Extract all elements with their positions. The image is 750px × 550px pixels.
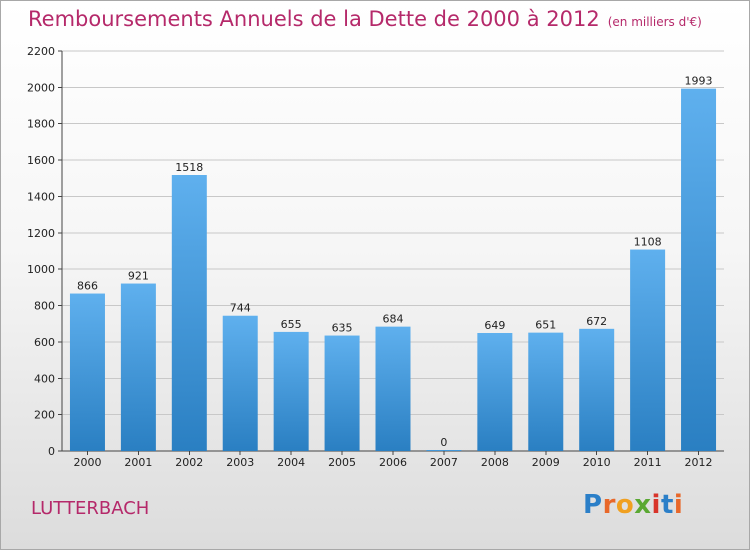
x-tick-label: 2009 [532, 456, 560, 469]
data-label-2005: 635 [332, 322, 353, 335]
y-tick-label: 1600 [27, 154, 55, 167]
chart-subtitle: (en milliers d'€) [607, 15, 702, 29]
brand-letter: i [673, 490, 684, 520]
y-tick-label: 400 [34, 372, 55, 385]
data-label-2010: 672 [586, 315, 607, 328]
data-label-2002: 1518 [175, 161, 203, 174]
x-tick-label: 2004 [277, 456, 305, 469]
data-label-2004: 655 [281, 318, 302, 331]
brand-logo: Proxiti [583, 490, 683, 520]
bar-2006 [375, 326, 411, 451]
x-tick-label: 2011 [634, 456, 662, 469]
brand-letter: i [651, 490, 661, 520]
data-label-2012: 1993 [685, 75, 713, 88]
y-tick-label: 1400 [27, 190, 55, 203]
y-tick-label: 1800 [27, 118, 55, 131]
bar-2005 [324, 335, 360, 451]
data-label-2006: 684 [383, 313, 404, 326]
x-tick-label: 2005 [328, 456, 356, 469]
y-tick-label: 2200 [27, 45, 55, 58]
brand-letter: o [615, 490, 635, 520]
y-tick-label: 600 [34, 336, 55, 349]
y-tick-label: 1000 [27, 263, 55, 276]
data-label-2007: 0 [440, 436, 447, 449]
brand-letter: t [660, 490, 674, 520]
x-tick-label: 2000 [73, 456, 101, 469]
bar-2010 [579, 328, 615, 451]
data-label-2009: 651 [535, 319, 556, 332]
data-label-2001: 921 [128, 270, 149, 283]
x-tick-label: 2010 [583, 456, 611, 469]
bar-2004 [273, 331, 309, 451]
bar-2007 [426, 450, 462, 451]
data-label-2003: 744 [230, 302, 251, 315]
data-label-2000: 866 [77, 280, 98, 293]
bar-2008 [477, 333, 513, 451]
bar-2001 [120, 283, 156, 451]
bar-2000 [69, 293, 105, 451]
bar-2011 [630, 249, 666, 451]
x-tick-label: 2003 [226, 456, 254, 469]
bar-2003 [222, 315, 258, 451]
bars [69, 88, 717, 452]
y-tick-label: 800 [34, 300, 55, 313]
x-tick-label: 2012 [685, 456, 713, 469]
y-tick-label: 2000 [27, 81, 55, 94]
data-label-2008: 649 [484, 319, 505, 332]
x-tick-label: 2008 [481, 456, 509, 469]
x-tick-label: 2007 [430, 456, 458, 469]
brand-letter: P [583, 490, 603, 520]
chart-title-text: Remboursements Annuels de la Dette de 20… [28, 7, 600, 31]
bar-2002 [171, 175, 207, 451]
x-tick-label: 2002 [175, 456, 203, 469]
chart-title: Remboursements Annuels de la Dette de 20… [28, 7, 702, 31]
data-label-2011: 1108 [634, 236, 662, 249]
brand-letter: r [602, 490, 616, 520]
bar-2009 [528, 332, 564, 451]
x-tick-label: 2001 [124, 456, 152, 469]
y-tick-label: 200 [34, 409, 55, 422]
brand-letter: x [634, 490, 652, 520]
x-tick-label: 2006 [379, 456, 407, 469]
y-tick-label: 0 [48, 445, 55, 458]
city-label: LUTTERBACH [31, 498, 150, 519]
labels: 0 200 400 600 800 1000 1200 1400 1600 1800 2000 220… [27, 45, 713, 469]
bar-2012 [681, 88, 717, 452]
y-tick-label: 1200 [27, 227, 55, 240]
